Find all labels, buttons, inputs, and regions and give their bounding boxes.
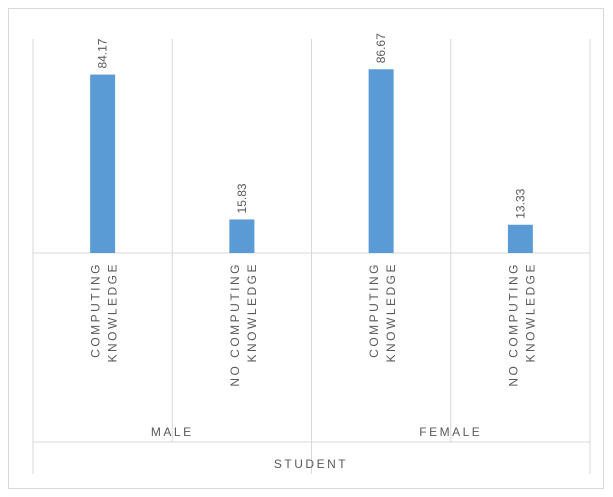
data-label: 84.17 [96,38,110,68]
category-tick-label: COMPUTING KNOWLEDGE [367,262,398,363]
category-tick-label: COMPUTING KNOWLEDGE [89,262,120,363]
group-label: MALE [151,425,194,439]
x-axis-title: STUDENT [274,457,348,471]
group-label: FEMALE [419,425,482,439]
data-label: 86.67 [374,33,388,63]
data-label: 15.83 [235,183,249,213]
category-tick-label: NO COMPUTING KNOWLEDGE [506,262,537,387]
bar [90,74,116,253]
grid-layer [32,39,591,474]
bar [368,69,394,253]
bar-layer [90,69,533,253]
label-layer: 84.17 COMPUTING KNOWLEDGE 15.83 NO COMPUTING… [89,33,538,439]
bar [229,219,255,253]
bar [507,224,533,253]
category-tick-label: NO COMPUTING KNOWLEDGE [228,262,259,387]
data-label: 13.33 [513,188,527,218]
